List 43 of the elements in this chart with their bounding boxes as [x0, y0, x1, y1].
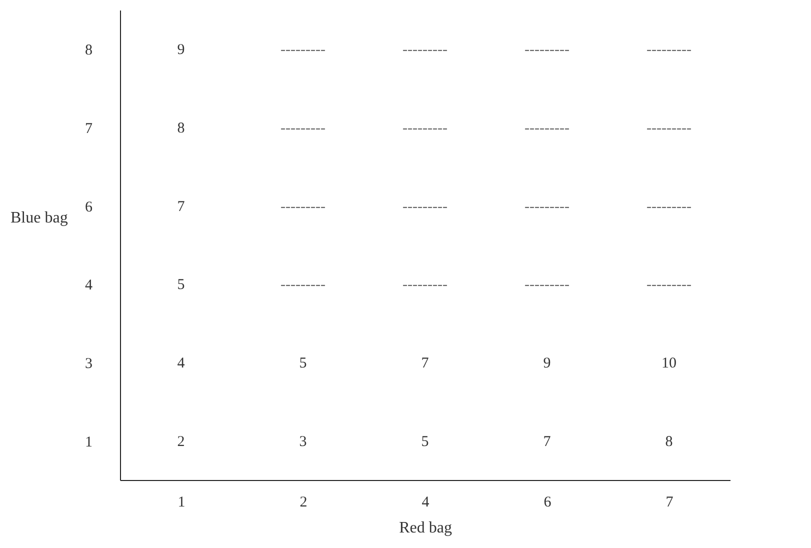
data-label: 7 — [177, 198, 186, 215]
y-tick-label: 4 — [85, 278, 93, 294]
data-label: 9 — [177, 42, 185, 58]
data-label: 5 — [299, 356, 307, 372]
y-tick-label: 3 — [85, 356, 92, 372]
data-label: 5 — [177, 277, 185, 294]
text: --------- — [402, 277, 448, 294]
x-tick-label: 6 — [544, 494, 552, 510]
data-label: 8 — [665, 434, 673, 450]
data-label: 5 — [421, 434, 429, 450]
data-label: 8 — [177, 120, 185, 136]
text: --------- — [280, 198, 326, 215]
data-label: 10 — [662, 356, 676, 372]
x-tick-label: 2 — [300, 494, 308, 510]
text: --------- — [646, 120, 692, 136]
text: --------- — [402, 120, 448, 136]
text: --------- — [280, 120, 326, 136]
x-axis-title: Red bag — [399, 520, 452, 536]
text: --------- — [524, 120, 570, 136]
x-tick-label: 4 — [422, 494, 430, 510]
text: --------- — [524, 198, 570, 215]
y-tick-label: 8 — [85, 42, 92, 59]
y-tick-label: 1 — [85, 434, 92, 450]
data-label: 3 — [299, 434, 307, 450]
x-tick-label: 1 — [178, 494, 186, 510]
text: --------- — [646, 42, 692, 58]
text: --------- — [280, 277, 326, 294]
text: --------- — [402, 42, 448, 58]
data-label: 4 — [177, 356, 186, 372]
data-label: 2 — [177, 434, 185, 450]
data-label: 7 — [543, 434, 552, 450]
text: --------- — [646, 198, 692, 215]
text: --------- — [402, 198, 448, 215]
data-label: 7 — [421, 356, 430, 372]
y-tick-label: 7 — [85, 121, 93, 137]
text: --------- — [646, 277, 692, 294]
text: --------- — [524, 277, 570, 294]
y-tick-label: 6 — [85, 199, 93, 216]
x-tick-label: 7 — [666, 494, 674, 510]
text: --------- — [280, 42, 326, 58]
y-axis-title: Blue bag — [10, 210, 68, 226]
text: --------- — [524, 42, 570, 58]
data-label: 9 — [543, 356, 551, 372]
